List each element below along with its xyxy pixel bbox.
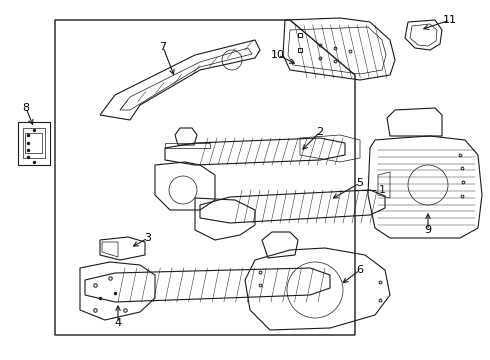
Text: 5: 5 [357, 178, 364, 188]
Text: 1: 1 [378, 185, 386, 195]
Text: 9: 9 [424, 225, 432, 235]
Text: 2: 2 [317, 127, 323, 137]
Text: 3: 3 [145, 233, 151, 243]
Text: 6: 6 [357, 265, 364, 275]
Text: 7: 7 [159, 42, 167, 52]
Text: 8: 8 [23, 103, 29, 113]
Text: 11: 11 [443, 15, 457, 25]
Text: 4: 4 [115, 318, 122, 328]
Text: 10: 10 [271, 50, 285, 60]
